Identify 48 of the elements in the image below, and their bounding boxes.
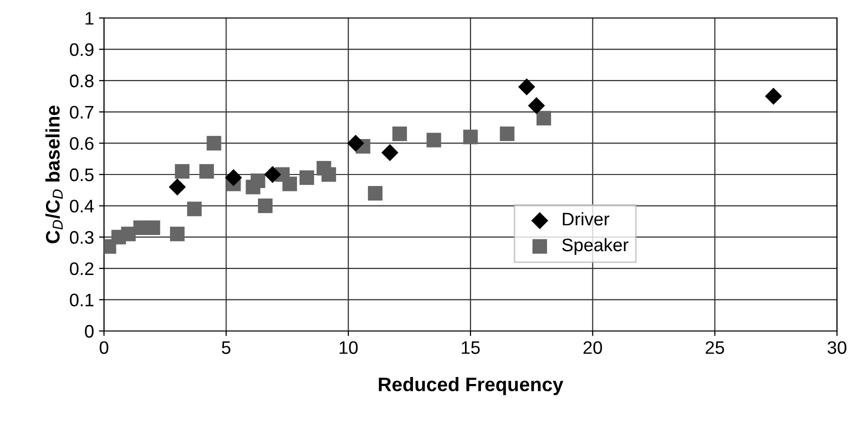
x-tick-label: 5 (222, 341, 230, 354)
point (426, 132, 442, 148)
point (206, 136, 222, 150)
point (168, 178, 186, 196)
point (764, 88, 782, 105)
point (368, 186, 382, 201)
y-tick-label: 1 (86, 12, 94, 25)
point (463, 130, 478, 144)
point (282, 176, 297, 192)
y-axis-title: C$_{D}$/C$_{D}$ baseline (45, 106, 63, 244)
point (322, 167, 336, 182)
y-tick-label: 0.8 (70, 74, 94, 88)
point (250, 173, 266, 188)
legend-label: Speaker (562, 238, 628, 255)
x-tick-label: 30 (828, 341, 846, 354)
point (170, 226, 185, 242)
y-tick-label: 0.5 (70, 168, 94, 182)
point (347, 134, 364, 152)
x-tick-label: 25 (706, 341, 724, 354)
y-tick-label: 0.3 (70, 231, 94, 244)
point (174, 164, 190, 179)
point (121, 226, 136, 242)
point (146, 220, 160, 235)
y-tick-label: 0.9 (70, 43, 94, 56)
point (536, 110, 552, 126)
point (500, 126, 514, 142)
y-tick-label: 0.2 (70, 262, 94, 276)
point (264, 166, 282, 184)
point (187, 202, 202, 216)
point (518, 78, 536, 96)
point (392, 126, 407, 142)
point (528, 97, 545, 114)
y-tick-label: 0.6 (70, 137, 94, 150)
x-tick-label: 0 (100, 341, 108, 354)
point (300, 170, 314, 185)
y-tick-label: 0.7 (70, 106, 94, 119)
x-tick-label: 20 (584, 341, 602, 354)
x-tick-label: 10 (340, 341, 358, 354)
point (381, 144, 398, 162)
x-tick-label: 15 (462, 341, 480, 354)
point (224, 169, 242, 186)
y-tick-label: 0.1 (70, 294, 94, 306)
y-tick-label: 0 (84, 324, 94, 338)
point (199, 164, 214, 179)
point (258, 198, 273, 214)
y-tick-label: 0.4 (70, 200, 94, 213)
legend-label: Driver (562, 212, 610, 226)
x-axis-title: Reduced Frequency (378, 377, 564, 396)
